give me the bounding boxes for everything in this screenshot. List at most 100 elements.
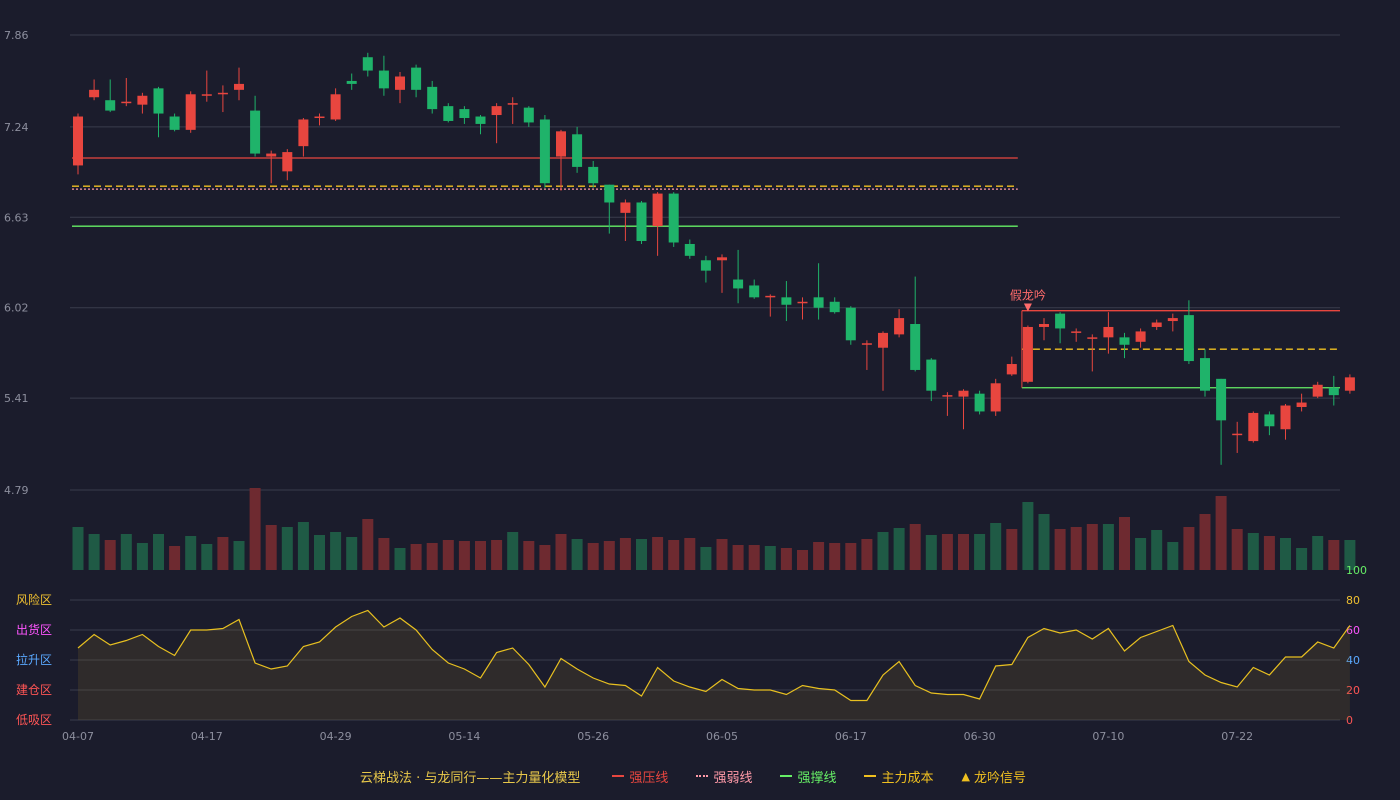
x-tick-label: 07-10	[1092, 730, 1124, 743]
candle-body	[1087, 337, 1098, 339]
x-tick-label: 04-17	[191, 730, 223, 743]
volume-bar	[1296, 548, 1308, 570]
volume-bar	[1119, 517, 1130, 570]
candle-body	[507, 103, 518, 105]
candle-body	[1248, 412, 1259, 442]
volume-bar	[539, 545, 551, 570]
candle-body	[878, 332, 888, 348]
price-tick-label: 7.24	[4, 121, 29, 134]
volume-bar	[169, 546, 181, 570]
legend-item-weak[interactable]: 强弱线	[696, 767, 752, 786]
legend-item-support[interactable]: 强撑线	[780, 767, 836, 786]
volume-bar	[1054, 529, 1066, 570]
candle-body	[1183, 315, 1194, 362]
candle-body	[234, 83, 244, 90]
volume-bar	[1022, 502, 1034, 570]
candle-body	[636, 202, 647, 242]
oscillator-tick-label: 20	[1346, 684, 1360, 697]
volume-bar	[314, 535, 325, 570]
volume-bar	[136, 543, 148, 570]
price-tick-label: 6.63	[4, 211, 29, 224]
candle-body	[523, 107, 534, 123]
volume-bar	[797, 550, 808, 570]
oscillator-tick-label: 80	[1346, 594, 1360, 607]
candle-body	[733, 279, 744, 289]
volume-bar	[394, 548, 406, 570]
volume-bar	[974, 534, 986, 570]
price-tick-label: 4.79	[4, 484, 29, 497]
volume-bar	[1263, 536, 1275, 570]
volume-bar	[861, 539, 873, 570]
volume-bar	[603, 541, 615, 570]
candle-body	[1216, 378, 1227, 421]
volume-bar	[813, 542, 825, 570]
volume-bar	[1135, 538, 1147, 570]
candle-body	[1200, 358, 1210, 391]
volume-bar	[249, 488, 261, 570]
volume-bar	[748, 545, 760, 570]
volume-bar	[475, 541, 486, 570]
candle-body	[974, 393, 985, 412]
candle-body	[298, 119, 309, 147]
candle-body	[1119, 337, 1130, 345]
volume-bar	[265, 525, 277, 570]
x-tick-label: 06-05	[706, 730, 738, 743]
candle-body	[378, 70, 389, 89]
volume-bar	[619, 538, 631, 570]
candle-body	[894, 318, 905, 335]
candle-body	[330, 94, 341, 120]
chart-legend: 云梯战法 · 与龙同行——主力量化模型 强压线 强弱线 强撑线 主力成本 ▲ 龙吟…	[0, 766, 1400, 786]
volume-bar	[700, 547, 712, 570]
volume-bar	[330, 532, 342, 570]
volume-bar	[636, 539, 647, 570]
volume-bar	[958, 534, 969, 570]
volume-bar	[652, 537, 664, 570]
candle-body	[813, 297, 824, 308]
candle-body	[684, 243, 695, 256]
legend-title: 云梯战法 · 与龙同行——主力量化模型	[360, 770, 581, 786]
volume-bar	[1086, 524, 1098, 570]
volume-bar	[442, 540, 454, 570]
candle-body	[990, 383, 1001, 412]
volume-bar	[1312, 536, 1324, 570]
volume-bar	[491, 540, 503, 570]
candle-body	[1135, 331, 1146, 342]
candle-body	[395, 76, 405, 90]
volume-bar	[1247, 533, 1259, 570]
oscillator-zone-label: 出货区	[16, 622, 52, 637]
volume-bar	[893, 528, 905, 570]
price-tick-label: 6.02	[4, 302, 29, 315]
candle-body	[185, 94, 196, 130]
volume-bar	[1344, 540, 1356, 570]
candle-body	[89, 89, 100, 98]
candle-body	[427, 86, 438, 110]
candle-body	[942, 395, 953, 397]
candle-body	[1312, 384, 1323, 397]
oscillator-zone-label: 拉升区	[16, 652, 52, 667]
volume-bar	[1070, 527, 1082, 570]
candle-body	[861, 343, 872, 345]
volume-bar	[990, 523, 1002, 570]
candle-body	[572, 134, 583, 167]
candle-body	[217, 92, 228, 95]
legend-item-cost[interactable]: 主力成本	[864, 767, 933, 786]
volume-bar	[297, 522, 309, 570]
volume-bar	[1183, 527, 1195, 570]
candle-body	[749, 285, 760, 298]
oscillator-tick-label: 40	[1346, 654, 1360, 667]
volume-bar	[941, 534, 953, 570]
candle-body	[1232, 433, 1243, 436]
legend-item-signal[interactable]: ▲ 龙吟信号	[961, 769, 1026, 786]
oscillator-zone-label: 风险区	[16, 592, 52, 607]
oscillator-line	[77, 609, 1351, 702]
candle-body	[314, 116, 325, 119]
candle-body	[73, 116, 83, 166]
candle-body	[556, 131, 566, 157]
volume-bar	[1167, 542, 1179, 570]
volume-bar	[185, 536, 197, 570]
legend-item-resistance[interactable]: 强压线	[612, 767, 668, 786]
candle-body	[797, 301, 808, 304]
candle-body	[1328, 387, 1339, 396]
volume-bar	[1102, 524, 1114, 570]
